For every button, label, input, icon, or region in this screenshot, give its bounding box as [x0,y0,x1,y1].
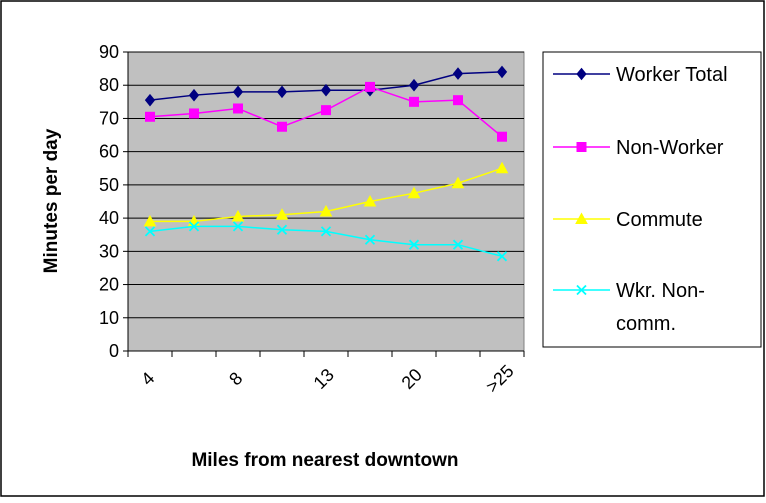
data-point [144,226,156,237]
legend-label: comm. [616,313,676,335]
data-point [277,121,287,132]
data-point [453,95,463,106]
data-point [408,239,420,250]
data-point [231,209,245,222]
data-point [496,251,508,262]
data-point [319,204,333,217]
data-point [232,221,244,232]
legend-label: Non-Worker [616,137,724,159]
legend-label: Wkr. Non- [616,280,705,302]
series-worker-total [144,65,508,107]
legend-item: Wkr. Non-comm. [553,280,705,335]
data-point [232,85,244,99]
series-non-worker [145,81,507,142]
data-point [363,194,377,207]
data-point [365,81,375,92]
data-point [452,67,464,80]
data-point [451,176,465,189]
legend-item: Worker Total [553,64,728,86]
x-axis-title: Miles from nearest downtown [191,450,458,471]
y-tick-label: 20 [99,275,119,295]
data-point [364,234,376,245]
data-point [452,239,464,250]
y-tick-label: 70 [99,108,119,128]
y-tick-label: 30 [99,241,119,261]
data-point [321,105,331,116]
data-point [275,208,289,220]
data-point [233,103,243,114]
data-point [188,221,200,232]
y-tick-label: 50 [99,175,119,195]
y-axis-title: Minutes per day [41,128,62,273]
y-tick-label: 60 [99,142,119,162]
series-commute [143,161,509,227]
y-tick-label: 10 [99,308,119,328]
legend-swatch-marker [576,67,587,81]
legend-swatch-marker [576,284,587,296]
data-point [409,96,419,107]
data-point [276,85,288,99]
data-point [320,226,332,237]
y-tick-label: 0 [109,341,119,361]
data-point [189,108,199,119]
data-point [497,131,507,142]
legend-item: Non-Worker [553,137,724,159]
legend-label: Commute [616,209,703,231]
data-point [495,161,509,174]
data-point [408,78,420,92]
y-tick-label: 80 [99,75,119,95]
legend-label: Worker Total [616,64,728,86]
plot-area [127,51,525,352]
data-point [320,83,332,97]
data-point [145,111,155,122]
y-tick-label: 40 [99,208,119,228]
data-point [143,214,157,227]
legend-swatch-marker [575,212,588,224]
data-point [188,88,200,102]
data-point [496,65,508,79]
y-tick-label: 90 [99,42,119,62]
data-point [407,186,421,199]
data-point [276,224,288,235]
legend-box [542,51,762,348]
legend-swatch-marker [576,142,587,152]
legend-item: Commute [553,209,703,231]
data-point [144,93,156,107]
series-wkr-non-comm [144,221,508,262]
